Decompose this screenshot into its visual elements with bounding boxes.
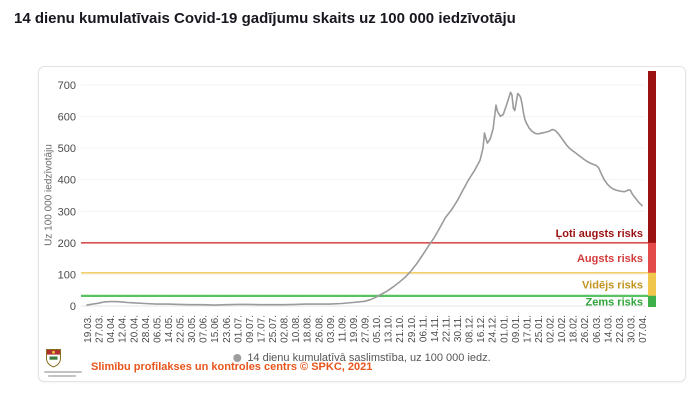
x-tick-label: 12.04. — [118, 315, 129, 343]
x-tick-label: 10.08. — [291, 315, 302, 343]
x-tick-label: 30.03. — [626, 315, 637, 343]
x-tick-label: 14.03. — [603, 315, 614, 343]
page-title: 14 dienu kumulatīvais Covid-19 gadījumu … — [14, 10, 516, 27]
x-tick-label: 20.04. — [129, 315, 140, 343]
y-axis-title: Uz 100 000 iedzīvotāju — [43, 144, 55, 246]
logo-caption-line — [48, 375, 76, 377]
x-tick-label: 29.10. — [407, 315, 418, 343]
x-tick-label: 06.03. — [592, 315, 603, 343]
legend-label: 14 dienu kumulatīvā saslimstība, uz 100 … — [247, 352, 491, 364]
x-tick-label: 03.09. — [326, 315, 337, 343]
x-tick-label: 14.05. — [164, 315, 175, 343]
x-tick-label: 24.12. — [488, 315, 499, 343]
y-tick-label: 300 — [58, 206, 76, 218]
risk-level-label: Zems risks — [586, 296, 643, 308]
x-tick-label: 06.05. — [152, 315, 163, 343]
x-tick-label: 26.02. — [580, 315, 591, 343]
y-tick-label: 500 — [58, 143, 76, 155]
chart-footer: Slimību profilakses un kontroles centrs … — [44, 348, 372, 377]
x-tick-label: 17.07. — [256, 315, 267, 343]
x-tick-label: 07.04. — [638, 315, 649, 343]
risk-bar-segment — [648, 71, 656, 243]
risk-bar-segment — [648, 272, 656, 296]
logo-caption-line — [44, 371, 82, 373]
source-text: Slimību profilakses un kontroles centrs … — [91, 361, 373, 373]
x-tick-label: 23.06. — [222, 315, 233, 343]
x-tick-label: 02.02. — [546, 315, 557, 343]
x-tick-label: 26.08. — [314, 315, 325, 343]
risk-level-label: Ļoti augsts risks — [556, 228, 643, 240]
x-tick-label: 09.01. — [511, 315, 522, 343]
x-tick-label: 21.10. — [395, 315, 406, 343]
x-tick-label: 22.11. — [441, 315, 452, 342]
x-tick-label: 25.01. — [534, 315, 545, 343]
x-tick-label: 08.12. — [465, 315, 476, 343]
spkc-coat-of-arms-icon — [46, 349, 61, 368]
x-tick-label: 28.04. — [141, 315, 152, 343]
y-tick-label: 400 — [58, 175, 76, 187]
x-tick-label: 17.01. — [522, 315, 533, 343]
series-line — [86, 91, 643, 306]
x-tick-label: 07.06. — [199, 315, 210, 343]
x-tick-label: 14.11. — [430, 315, 441, 342]
x-tick-label: 15.06. — [210, 315, 221, 343]
logo-caption — [44, 371, 82, 377]
x-tick-label: 06.11. — [418, 315, 429, 342]
x-tick-label: 18.08. — [303, 315, 314, 343]
x-tick-label: 09.07. — [245, 315, 256, 343]
covid-incidence-chart: 0 100 200 300 400 500 600 700 19.03. 27.03. 04.04.… — [58, 71, 656, 343]
x-tick-label: 22.03. — [615, 315, 626, 343]
y-tick-label: 700 — [58, 80, 76, 92]
legend-marker-icon — [233, 354, 242, 362]
x-tick-label: 01.07. — [233, 315, 244, 343]
x-tick-label: 01.01. — [499, 315, 510, 343]
x-tick-label: 19.03. — [83, 315, 94, 343]
x-tick-label: 04.04. — [106, 315, 117, 343]
x-tick-label: 22.05. — [176, 315, 187, 343]
risk-bar-segment — [648, 242, 656, 273]
y-tick-label: 100 — [58, 269, 76, 281]
x-tick-label: 30.11. — [453, 315, 464, 342]
x-tick-label: 02.08. — [280, 315, 291, 343]
y-tick-label: 0 — [70, 301, 76, 313]
x-tick-label: 13.10. — [384, 315, 395, 343]
x-tick-label: 19.09. — [349, 315, 360, 343]
y-tick-label: 600 — [58, 112, 76, 124]
x-tick-label: 11.09. — [337, 315, 348, 342]
x-tick-label: 27.09. — [361, 315, 372, 343]
spkc-logo-block — [44, 348, 82, 377]
x-tick-label: 05.10. — [372, 315, 383, 343]
chart-card: 0 100 200 300 400 500 600 700 19.03. 27.03. 04.04.… — [38, 66, 686, 382]
risk-bar-segment — [648, 295, 656, 307]
risk-level-label: Vidējs risks — [582, 279, 643, 291]
risk-level-label: Augsts risks — [577, 253, 643, 265]
x-tick-label: 10.02. — [557, 315, 568, 343]
x-tick-label: 27.03. — [95, 315, 106, 343]
x-tick-label: 18.02. — [569, 315, 580, 343]
x-tick-label: 16.12. — [476, 315, 487, 343]
x-tick-label: 25.07. — [268, 315, 279, 343]
y-tick-label: 200 — [58, 238, 76, 250]
x-tick-label: 30.05. — [187, 315, 198, 343]
chart-legend: 14 dienu kumulatīvā saslimstība, uz 100 … — [233, 352, 491, 364]
